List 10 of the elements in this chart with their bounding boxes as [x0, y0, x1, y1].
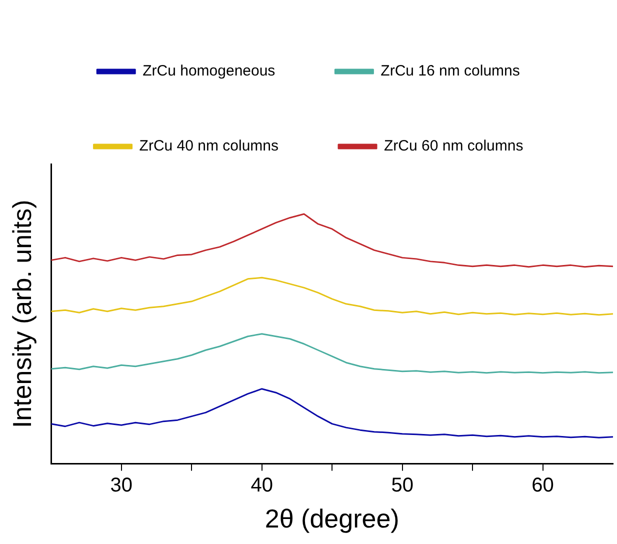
legend-label: ZrCu 40 nm columns — [139, 138, 279, 155]
legend-label: ZrCu homogeneous — [142, 62, 276, 80]
legend-label: ZrCu 60 nm columns — [384, 138, 524, 155]
y-axis-title: Intensity (arb. units) — [6, 200, 37, 428]
x-tick-label: 30 — [110, 474, 133, 496]
x-tick-label: 50 — [391, 474, 414, 496]
x-tick-label: 60 — [532, 474, 554, 496]
legend-label: ZrCu 16 nm columns — [380, 62, 520, 80]
x-tick-label: 40 — [250, 474, 273, 496]
x-axis-title: 2θ (degree) — [264, 504, 400, 534]
